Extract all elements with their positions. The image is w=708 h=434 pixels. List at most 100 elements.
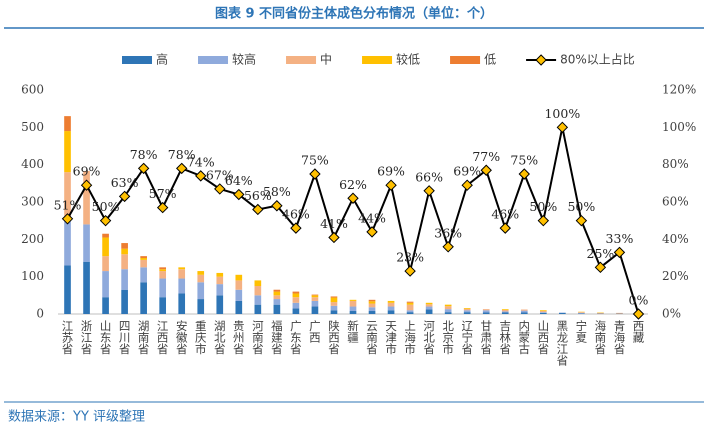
data-label: 63%: [111, 175, 139, 190]
bar-segment: [444, 312, 452, 314]
marker: [137, 162, 150, 175]
bar-segment: [444, 306, 452, 310]
bar-segment: [254, 280, 262, 286]
bar-segment: [406, 310, 414, 313]
x-tick-label: 重庆市: [194, 319, 208, 355]
x-tick-label: 云南省: [365, 320, 379, 355]
data-label: 50%: [92, 199, 120, 214]
marker: [594, 261, 607, 274]
data-label: 41%: [320, 216, 348, 231]
bar-segment: [425, 309, 433, 314]
bar-segment: [330, 297, 338, 303]
bar-segment: [140, 267, 147, 283]
legend-label: 中: [320, 52, 332, 67]
bar-segment: [273, 295, 281, 300]
bar-segment: [178, 269, 186, 279]
x-tick-label: 广西: [308, 320, 322, 343]
legend-swatch: [286, 56, 317, 64]
data-label: 75%: [301, 153, 329, 168]
bar-segment: [616, 312, 623, 314]
bar-segment: [406, 304, 414, 311]
marker: [499, 222, 511, 234]
bar-segment: [597, 312, 604, 314]
bar-segment: [197, 282, 205, 300]
marker: [214, 183, 226, 195]
bar-segment: [64, 220, 71, 266]
x-tick-label: 西藏: [631, 320, 645, 344]
bar-segment: [273, 304, 281, 314]
marker: [442, 241, 454, 253]
bar-segment: [178, 267, 186, 270]
legend-swatch: [362, 56, 393, 64]
data-label: 50%: [529, 199, 557, 214]
bar-segment: [292, 291, 300, 294]
y2-tick-label: 20%: [662, 269, 689, 283]
bar-segment: [197, 271, 205, 275]
bar-segment: [197, 299, 205, 314]
x-tick-label: 黑龙江省: [555, 320, 569, 367]
bar-segment: [292, 293, 300, 298]
marker: [404, 265, 416, 277]
bar-segment: [406, 301, 414, 303]
data-label: 64%: [225, 173, 253, 188]
bar-segment: [463, 310, 471, 313]
marker: [328, 231, 340, 244]
data-label: 56%: [244, 188, 272, 203]
bar-segment: [121, 243, 128, 249]
bar-segment: [501, 311, 509, 313]
y-tick-label: 300: [21, 195, 44, 209]
legend-label: 80%以上占比: [560, 52, 635, 67]
x-tick-label: 新疆: [346, 319, 360, 343]
data-label: 69%: [453, 164, 481, 179]
bar-segment: [311, 295, 319, 298]
x-tick-label: 浙江省: [80, 320, 94, 355]
marker: [233, 188, 245, 201]
bar-segment: [64, 172, 71, 221]
bar-segment: [292, 308, 300, 314]
bar-segment: [539, 312, 547, 314]
bar-segment: [121, 248, 128, 255]
bar-segment: [501, 309, 509, 312]
bar-segment: [463, 308, 471, 311]
bar-segment: [387, 306, 395, 311]
bar-segment: [121, 269, 128, 290]
bar-segment: [140, 282, 147, 314]
x-tick-label: 辽宁省: [460, 320, 474, 355]
bar-segment: [425, 304, 433, 307]
bar-segment: [159, 269, 167, 272]
bar-segment: [482, 309, 490, 311]
marker: [176, 162, 188, 175]
y2-tick-label: 60%: [662, 195, 689, 209]
bar-segment: [102, 297, 109, 314]
x-tick-label: 贵州省: [232, 320, 246, 355]
marker: [518, 168, 530, 180]
legend-marker: [535, 54, 547, 66]
data-label: 66%: [415, 169, 443, 184]
bar-segment: [349, 299, 357, 301]
y-tick-label: 100: [21, 269, 44, 283]
bar-segment: [482, 312, 490, 314]
data-label: 74%: [187, 154, 215, 169]
bar-segment: [463, 308, 471, 309]
marker: [80, 179, 93, 191]
bar-segment: [311, 306, 319, 314]
data-label: 78%: [130, 147, 158, 162]
legend-label: 高: [156, 52, 168, 67]
bar-segment: [102, 271, 109, 298]
marker: [461, 179, 473, 191]
bar-segment: [311, 294, 319, 296]
bar-segment: [501, 309, 509, 310]
x-tick-label: 青海省: [612, 320, 626, 355]
marker: [347, 192, 359, 204]
bar-segment: [425, 306, 433, 310]
x-tick-label: 江苏省: [61, 320, 75, 355]
bar-segment: [216, 276, 224, 285]
bar-segment: [387, 302, 395, 307]
bar-segment: [425, 302, 433, 305]
x-tick-label: 湖北省: [213, 319, 227, 355]
marker: [556, 121, 569, 134]
bar-segment: [273, 299, 281, 305]
x-tick-label: 吉林省: [498, 320, 512, 355]
marker: [575, 214, 588, 227]
bar-segment: [539, 312, 547, 313]
